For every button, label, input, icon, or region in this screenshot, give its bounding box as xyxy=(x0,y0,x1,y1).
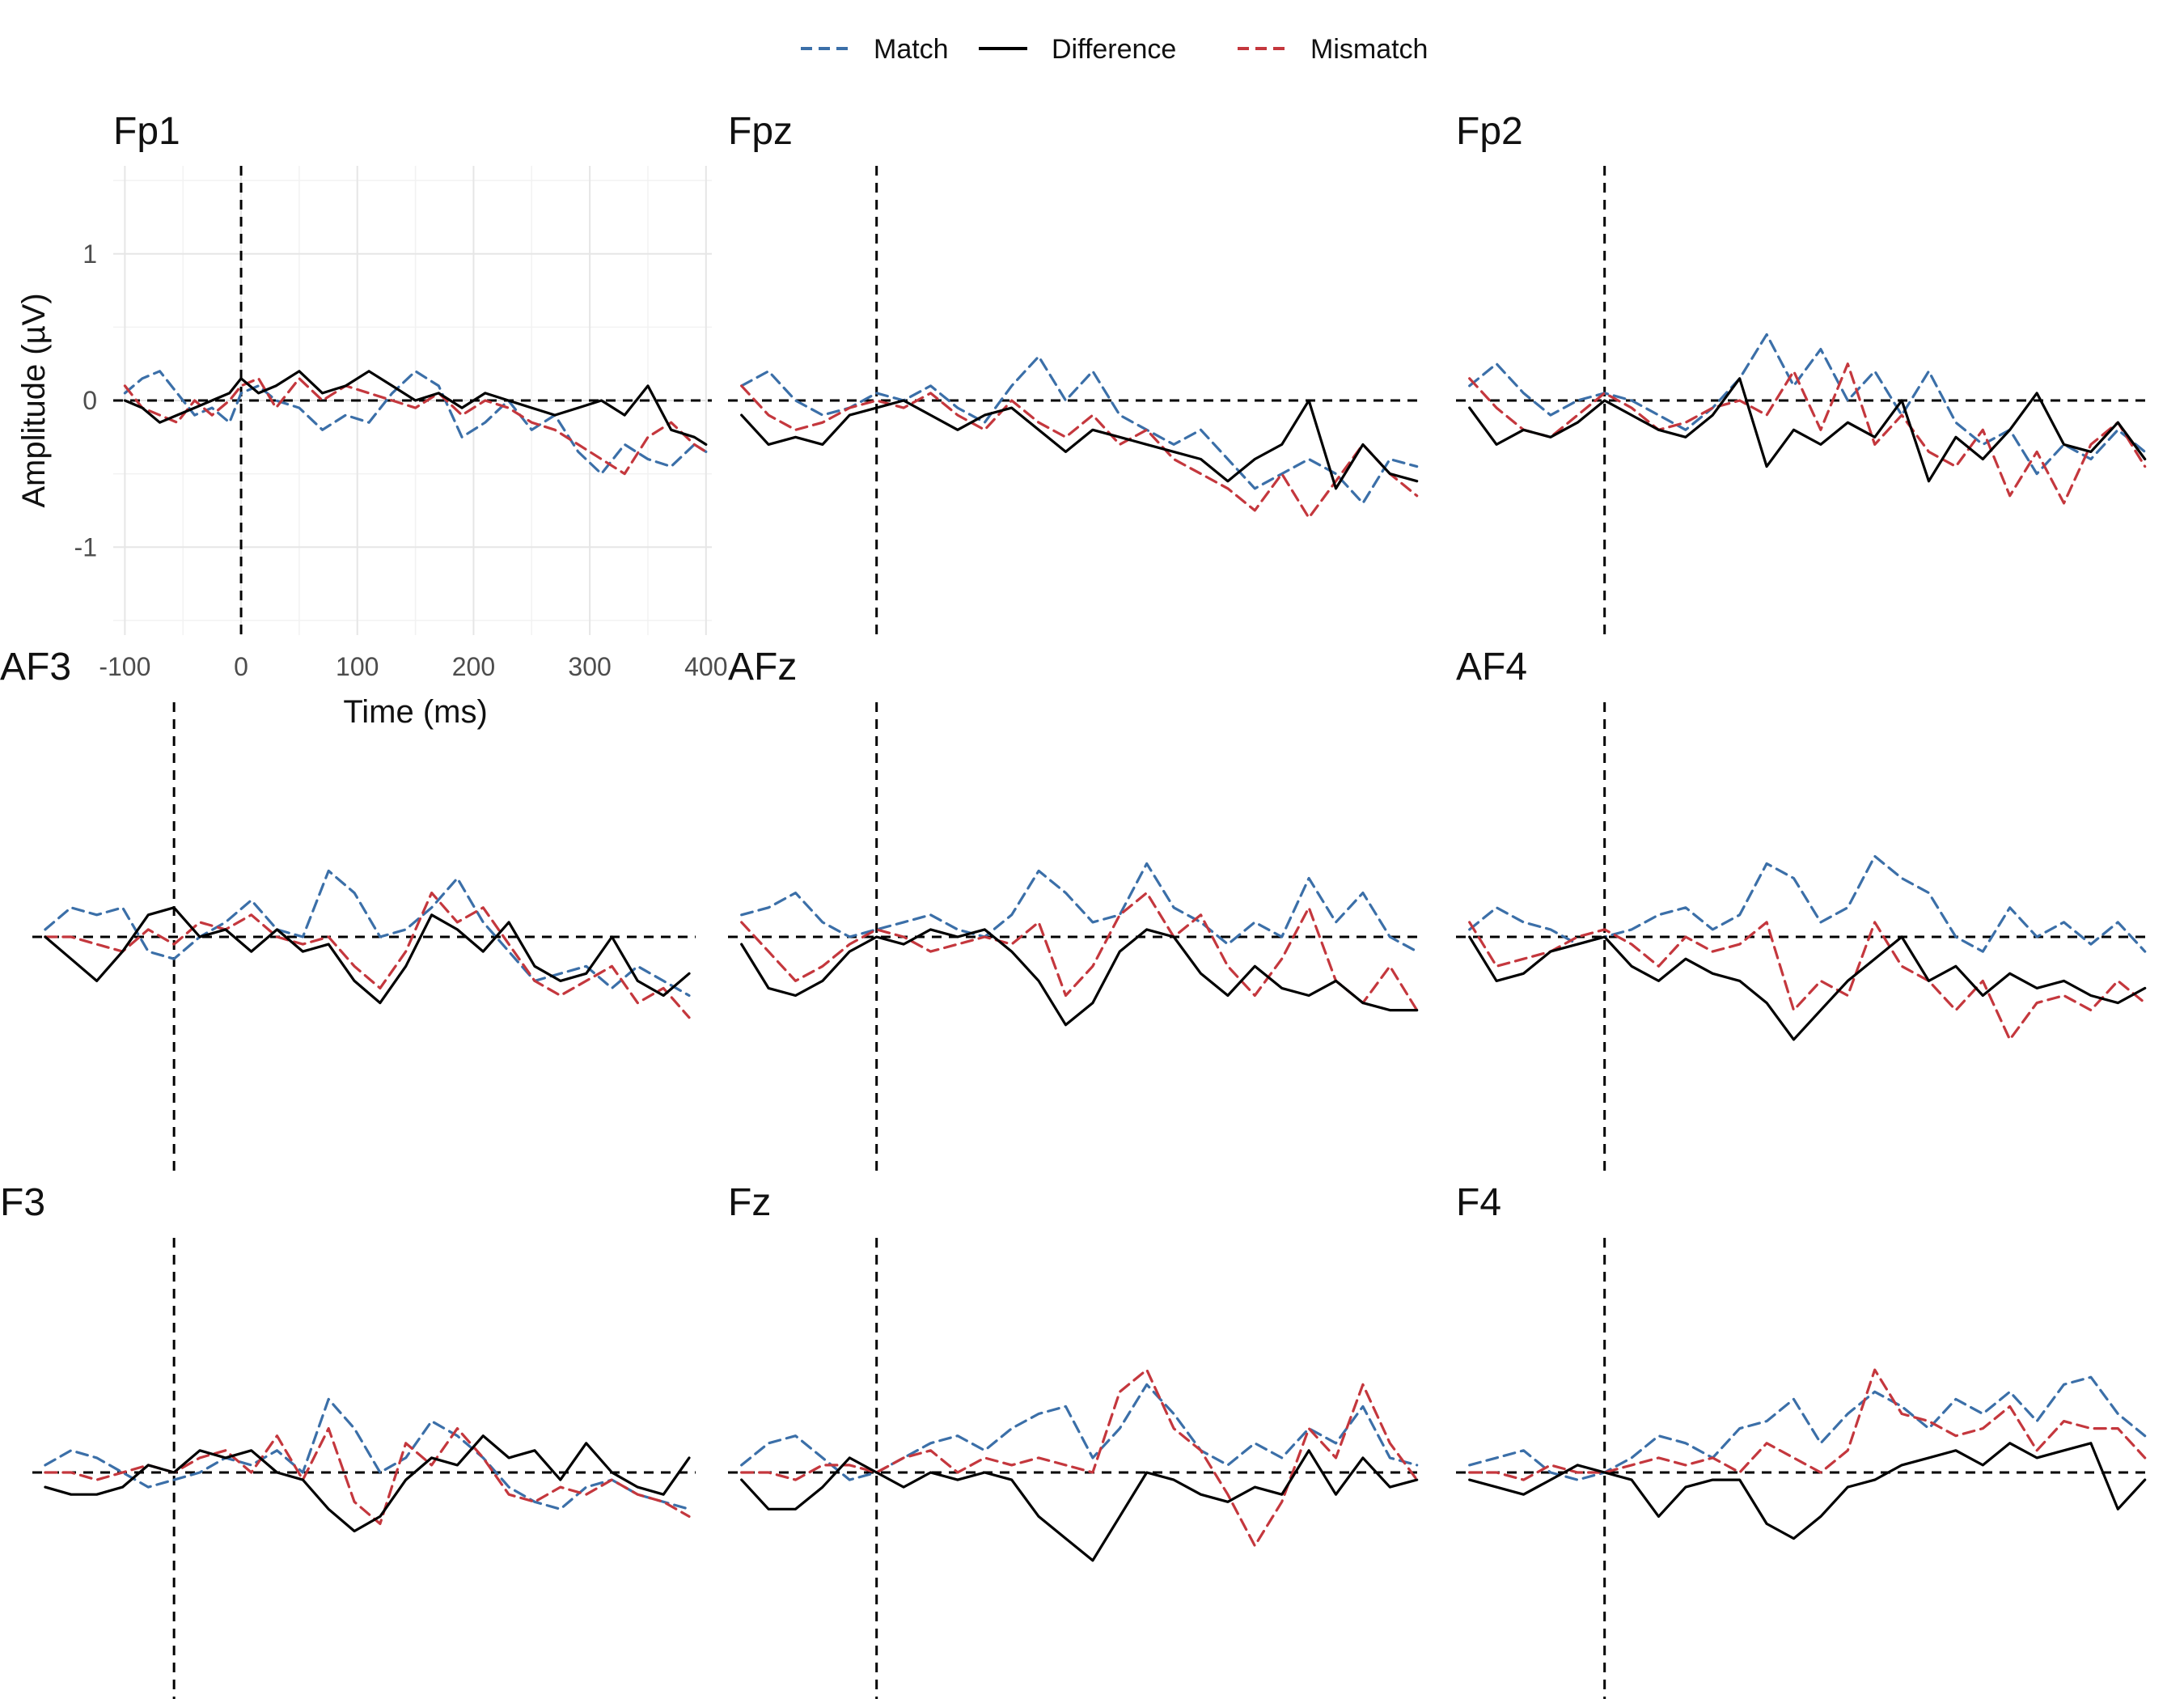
panel-title-fz: Fz xyxy=(728,1181,771,1224)
panel-fpz: Fpz xyxy=(728,110,1424,635)
series-line-match xyxy=(44,1397,691,1510)
series-line-mismatch xyxy=(1468,362,2147,505)
series-line-match xyxy=(44,869,691,998)
series-line-match xyxy=(740,355,1419,505)
legend-item-mismatch: Mismatch xyxy=(1238,34,1428,65)
panel-af4: AF4 xyxy=(1456,646,2152,1172)
x-tick-label: 0 xyxy=(234,652,248,681)
series-line-mismatch xyxy=(44,1426,691,1526)
panel-title-f3: F3 xyxy=(0,1181,45,1224)
y-tick-label: 0 xyxy=(83,386,97,415)
legend-label-difference: Difference xyxy=(1052,34,1176,65)
panel-fp1: Fp1 -100 0 100 200 300 400 -1 0 1 Time (ms) Amplitu… xyxy=(16,110,728,730)
panel-title-afz: AFz xyxy=(728,646,797,688)
series-line-mismatch xyxy=(740,384,1419,519)
series-line-difference xyxy=(123,370,708,447)
panel-title-fpz: Fpz xyxy=(728,110,793,153)
y-axis-label: Amplitude (µV) xyxy=(16,293,52,507)
series-line-match xyxy=(740,1383,1419,1481)
legend-item-difference: Difference xyxy=(979,34,1176,65)
legend-label-mismatch: Mismatch xyxy=(1310,34,1428,65)
series-line-match xyxy=(1468,854,2147,953)
series-line-difference xyxy=(740,1449,1419,1562)
panel-f3: F3 xyxy=(0,1181,696,1699)
series-line-mismatch xyxy=(740,891,1419,1012)
series-line-difference xyxy=(1468,935,2147,1041)
series-line-mismatch xyxy=(1468,1368,2147,1481)
x-tick-label: 400 xyxy=(684,652,727,681)
panel-fp2: Fp2 xyxy=(1456,110,2152,635)
legend: Match Difference Mismatch xyxy=(801,34,1428,65)
x-tick-label: 100 xyxy=(336,652,379,681)
legend-item-match: Match xyxy=(801,34,949,65)
series-line-difference xyxy=(1468,1442,2147,1540)
series-line-difference xyxy=(1468,377,2147,483)
series-line-mismatch xyxy=(44,891,691,1019)
series-line-difference xyxy=(44,906,691,1005)
series-line-match xyxy=(1468,1375,2147,1481)
panel-afz: AFz xyxy=(728,646,1424,1172)
panel-f4: F4 xyxy=(1456,1181,2152,1699)
legend-label-match: Match xyxy=(874,34,949,65)
x-axis-label: Time (ms) xyxy=(343,694,487,730)
series-line-match xyxy=(740,862,1419,953)
x-tick-label: -100 xyxy=(99,652,150,681)
series-line-match xyxy=(1468,333,2147,476)
panel-title-f4: F4 xyxy=(1456,1181,1501,1224)
x-tick-label: 200 xyxy=(452,652,495,681)
panel-title-fp1: Fp1 xyxy=(113,110,180,153)
series-line-mismatch xyxy=(1468,921,2147,1041)
panel-title-af4: AF4 xyxy=(1456,646,1527,688)
panel-grid: Fp1 -100 0 100 200 300 400 -1 0 1 Time (ms) Amplitu… xyxy=(0,110,2152,1699)
series-line-difference xyxy=(44,1434,691,1533)
x-tick-label: 300 xyxy=(568,652,611,681)
y-tick-label: -1 xyxy=(74,532,97,561)
panel-title-fp2: Fp2 xyxy=(1456,110,1523,153)
y-tick-label: 1 xyxy=(83,239,97,269)
panel-af3: AF3 xyxy=(0,646,696,1172)
series-line-difference xyxy=(740,399,1419,490)
series-line-mismatch xyxy=(740,1368,1419,1548)
panel-title-af3: AF3 xyxy=(0,646,71,688)
panel-fz: Fz xyxy=(728,1181,1424,1699)
series-line-mismatch xyxy=(123,377,708,476)
series-line-difference xyxy=(740,928,1419,1027)
